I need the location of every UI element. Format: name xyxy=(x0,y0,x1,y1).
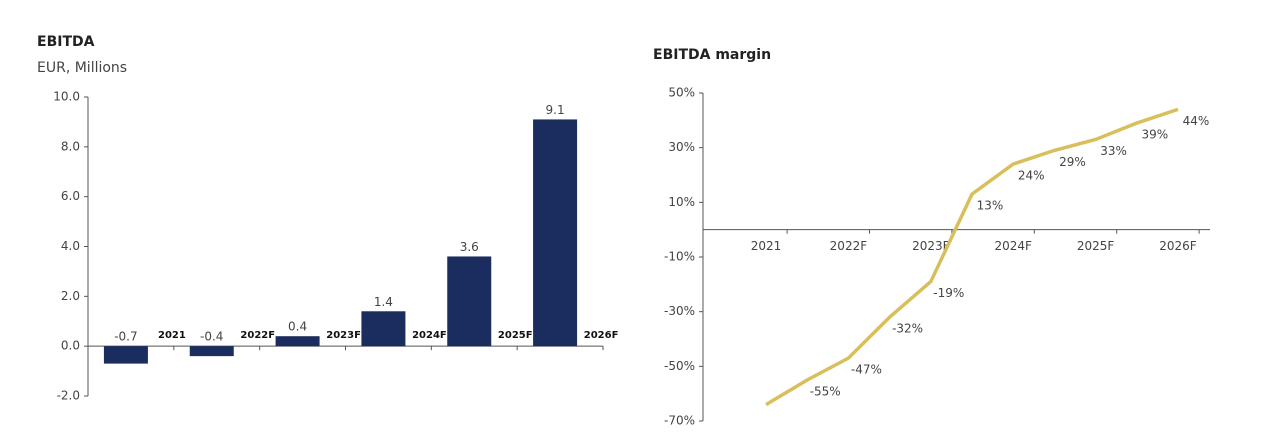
bar xyxy=(189,346,234,357)
y-tick-label: 4.0 xyxy=(61,239,80,253)
bar xyxy=(103,346,148,364)
y-tick-label: 2.0 xyxy=(61,289,80,303)
x-tick-label: 2025F xyxy=(1077,239,1115,253)
value-label: -32% xyxy=(892,322,923,336)
y-tick-label: 30% xyxy=(668,140,695,154)
y-tick-label: -2.0 xyxy=(57,389,80,403)
x-tick-label: 2023F xyxy=(912,239,950,253)
chart-title: EBITDA xyxy=(37,34,95,50)
y-tick-label: 50% xyxy=(668,86,695,100)
x-tick-label: 2021 xyxy=(751,239,782,253)
x-tick-label: 2026F xyxy=(584,330,619,341)
y-tick-label: -70% xyxy=(664,414,695,428)
x-tick-label: 2021 xyxy=(158,330,186,341)
chart-subtitle: EUR, Millions xyxy=(37,60,127,76)
chart-title: EBITDA margin xyxy=(653,47,771,63)
value-label: -19% xyxy=(933,286,964,300)
y-tick-label: -30% xyxy=(664,304,695,318)
value-label: 9.1 xyxy=(546,103,565,117)
bar xyxy=(275,336,320,347)
value-label: -47% xyxy=(851,363,882,377)
y-tick-label: 6.0 xyxy=(61,189,80,203)
value-label: 44% xyxy=(1183,114,1210,128)
value-label: -55% xyxy=(810,385,841,399)
x-tick-label: 2022F xyxy=(830,239,868,253)
value-label: 0.4 xyxy=(288,320,307,334)
x-tick-label: 2024F xyxy=(994,239,1032,253)
x-tick-label: 2023F xyxy=(326,330,361,341)
x-tick-label: 2024F xyxy=(412,330,447,341)
value-label: 1.4 xyxy=(374,295,393,309)
value-label: 24% xyxy=(1018,169,1045,183)
value-label: 29% xyxy=(1059,155,1086,169)
y-tick-label: 10% xyxy=(668,195,695,209)
y-tick-label: 0.0 xyxy=(61,339,80,353)
y-tick-label: 8.0 xyxy=(61,139,80,153)
y-tick-label: -50% xyxy=(664,359,695,373)
value-label: 39% xyxy=(1141,128,1168,142)
value-label: 13% xyxy=(977,199,1004,213)
value-label: -0.7 xyxy=(114,330,137,344)
value-label: 33% xyxy=(1100,144,1127,158)
y-tick-label: -10% xyxy=(664,250,695,264)
y-tick-label: 10.0 xyxy=(53,90,80,104)
bar xyxy=(533,119,578,347)
x-tick-label: 2026F xyxy=(1159,239,1197,253)
line xyxy=(765,107,1179,407)
bar xyxy=(361,311,406,347)
x-tick-label: 2022F xyxy=(240,330,275,341)
bar xyxy=(447,256,492,347)
value-label: 3.6 xyxy=(460,240,479,254)
value-label: -0.4 xyxy=(200,330,223,344)
x-tick-label: 2025F xyxy=(498,330,533,341)
